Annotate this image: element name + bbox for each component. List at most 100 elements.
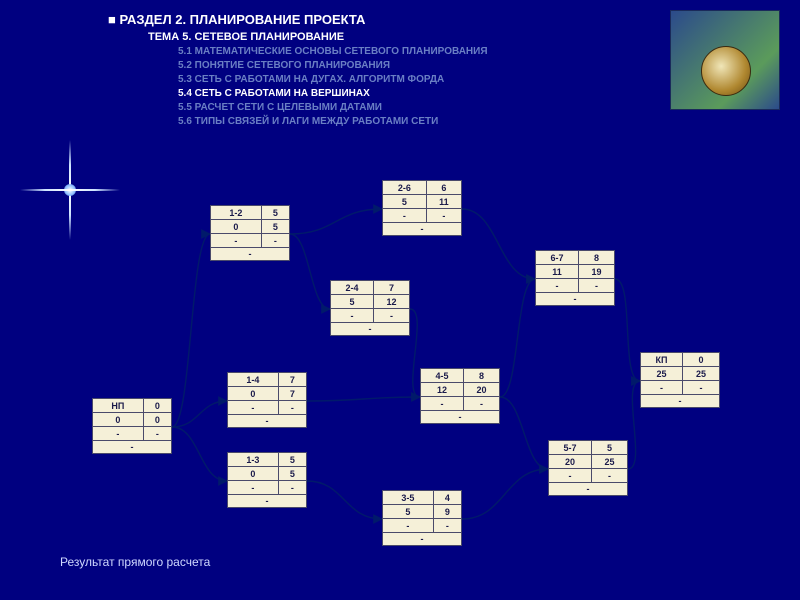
- node-name: НП: [93, 399, 144, 413]
- node-dur: 7: [278, 373, 306, 387]
- decorative-star: [40, 160, 100, 220]
- node-kp: КП02525---: [640, 352, 720, 408]
- toc-item: 5.1 МАТЕМАТИЧЕСКИЕ ОСНОВЫ СЕТЕВОГО ПЛАНИ…: [178, 46, 488, 57]
- node-ls: -: [228, 481, 279, 495]
- node-dur: 6: [426, 181, 461, 195]
- node-slack: -: [383, 533, 462, 546]
- node-ls: -: [211, 234, 262, 248]
- section-title: ■ РАЗДЕЛ 2. ПЛАНИРОВАНИЕ ПРОЕКТА: [108, 12, 488, 27]
- toc-item: 5.4 СЕТЬ С РАБОТАМИ НА ВЕРШИНАХ: [178, 88, 488, 99]
- caption-text: Результат прямого расчета: [60, 555, 210, 569]
- node-name: 3-5: [383, 491, 434, 505]
- node-es: 0: [228, 467, 279, 481]
- node-ef: 0: [143, 413, 171, 427]
- node-lf: -: [433, 519, 461, 533]
- node-n57: 5-752025---: [548, 440, 628, 496]
- node-dur: 7: [374, 281, 410, 295]
- node-slack: -: [421, 411, 500, 424]
- node-ls: -: [331, 309, 374, 323]
- edge-n35-n57: [462, 469, 548, 519]
- edge-n57-kp: [628, 381, 640, 469]
- node-dur: 5: [592, 441, 628, 455]
- node-lf: -: [464, 397, 500, 411]
- node-slack: -: [383, 223, 462, 236]
- toc-item: 5.6 ТИПЫ СВЯЗЕЙ И ЛАГИ МЕЖДУ РАБОТАМИ СЕ…: [178, 116, 488, 127]
- edge-np-n13: [172, 427, 227, 481]
- node-slack: -: [228, 415, 307, 428]
- edge-n12-n24: [290, 234, 330, 309]
- node-name: 6-7: [536, 251, 579, 265]
- node-ef: 25: [682, 367, 719, 381]
- node-name: 1-4: [228, 373, 279, 387]
- node-n35: 3-5459---: [382, 490, 462, 546]
- edge-n45-n67: [500, 279, 535, 397]
- node-n67: 6-781119---: [535, 250, 615, 306]
- node-ef: 25: [592, 455, 628, 469]
- node-n24: 2-47512---: [330, 280, 410, 336]
- node-name: 1-3: [228, 453, 279, 467]
- node-slack: -: [549, 483, 628, 496]
- node-lf: -: [374, 309, 410, 323]
- node-lf: -: [592, 469, 628, 483]
- edge-n67-kp: [615, 279, 640, 381]
- node-es: 0: [93, 413, 144, 427]
- node-ls: -: [536, 279, 579, 293]
- edge-n24-n45: [410, 309, 420, 397]
- node-es: 25: [641, 367, 683, 381]
- edge-np-n14: [172, 401, 227, 427]
- node-es: 5: [331, 295, 374, 309]
- node-lf: -: [278, 481, 306, 495]
- node-name: 1-2: [211, 206, 262, 220]
- node-name: 4-5: [421, 369, 464, 383]
- node-n13: 1-3505---: [227, 452, 307, 508]
- node-n45: 4-581220---: [420, 368, 500, 424]
- edge-np-n12: [172, 234, 210, 427]
- node-ef: 12: [374, 295, 410, 309]
- node-es: 12: [421, 383, 464, 397]
- node-n12: 1-2505---: [210, 205, 290, 261]
- node-slack: -: [228, 495, 307, 508]
- node-ef: 11: [426, 195, 461, 209]
- node-n26: 2-66511---: [382, 180, 462, 236]
- node-n14: 1-4707---: [227, 372, 307, 428]
- node-es: 20: [549, 455, 592, 469]
- node-dur: 5: [261, 206, 289, 220]
- topic-title: ТЕМА 5. СЕТЕВОЕ ПЛАНИРОВАНИЕ: [148, 31, 488, 43]
- node-lf: -: [579, 279, 615, 293]
- node-ls: -: [383, 209, 427, 223]
- node-slack: -: [641, 395, 720, 408]
- node-lf: -: [143, 427, 171, 441]
- node-es: 0: [228, 387, 279, 401]
- node-dur: 8: [579, 251, 615, 265]
- node-slack: -: [536, 293, 615, 306]
- node-ls: -: [228, 401, 279, 415]
- node-dur: 0: [143, 399, 171, 413]
- node-dur: 4: [433, 491, 461, 505]
- node-slack: -: [331, 323, 410, 336]
- edge-n14-n45: [307, 397, 420, 401]
- node-lf: -: [278, 401, 306, 415]
- node-ls: -: [93, 427, 144, 441]
- node-lf: -: [682, 381, 719, 395]
- node-slack: -: [211, 248, 290, 261]
- node-ls: -: [421, 397, 464, 411]
- node-ls: -: [383, 519, 434, 533]
- node-ef: 5: [278, 467, 306, 481]
- node-ls: -: [549, 469, 592, 483]
- node-es: 5: [383, 195, 427, 209]
- node-dur: 5: [278, 453, 306, 467]
- node-es: 11: [536, 265, 579, 279]
- node-ef: 19: [579, 265, 615, 279]
- node-np: НП000---: [92, 398, 172, 454]
- edge-n45-n57: [500, 397, 548, 469]
- node-ef: 7: [278, 387, 306, 401]
- node-es: 5: [383, 505, 434, 519]
- node-ef: 5: [261, 220, 289, 234]
- node-name: 5-7: [549, 441, 592, 455]
- node-name: КП: [641, 353, 683, 367]
- toc-list: 5.1 МАТЕМАТИЧЕСКИЕ ОСНОВЫ СЕТЕВОГО ПЛАНИ…: [108, 46, 488, 127]
- toc-item: 5.3 СЕТЬ С РАБОТАМИ НА ДУГАХ. АЛГОРИТМ Ф…: [178, 74, 488, 85]
- node-name: 2-4: [331, 281, 374, 295]
- node-ef: 20: [464, 383, 500, 397]
- node-dur: 0: [682, 353, 719, 367]
